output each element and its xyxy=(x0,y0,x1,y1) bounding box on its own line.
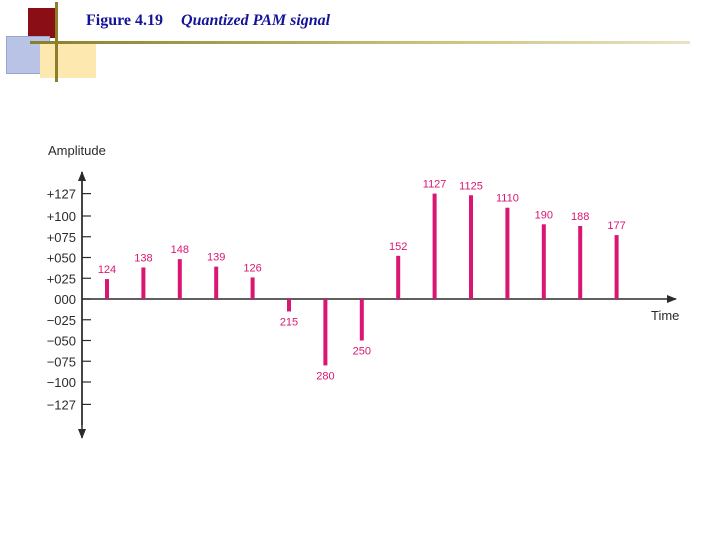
sample-stem xyxy=(250,277,255,299)
sample-stem xyxy=(578,225,583,299)
decor-yellow-square xyxy=(40,42,96,78)
y-ticks: +127 +100 +075 +050 +025 000 −025 −050 −075 −100 −… xyxy=(47,187,91,412)
sample-stem xyxy=(105,279,109,299)
x-axis-label: Time xyxy=(651,308,679,323)
sample-value-label: 124 xyxy=(98,264,116,276)
sample-value-label: 139 xyxy=(207,252,225,264)
sample-stem xyxy=(432,193,437,299)
sample-stem xyxy=(323,299,328,366)
decor-vertical-rule xyxy=(55,2,58,82)
y-tick-label: +050 xyxy=(47,251,76,266)
sample-stem xyxy=(396,255,401,299)
figure-caption: Quantized PAM signal xyxy=(181,12,331,29)
sample-stem xyxy=(505,207,510,299)
sample-stem xyxy=(141,267,146,299)
sample-stem xyxy=(214,266,219,299)
sample-labels: 124 138 148 139 126 215 280 250 152 1127 1125 1110 1… xyxy=(98,179,626,383)
sample-value-label: 250 xyxy=(353,346,371,358)
sample-value-label: 215 xyxy=(280,316,298,328)
sample-value-label: 126 xyxy=(243,262,261,274)
y-tick-label: 000 xyxy=(54,292,76,307)
y-tick-label: −050 xyxy=(47,334,76,349)
y-tick-label: −127 xyxy=(47,397,76,412)
sample-stem xyxy=(359,299,364,341)
y-tick-label: −075 xyxy=(47,354,76,369)
sample-stem xyxy=(287,299,291,312)
decor-horizontal-rule xyxy=(30,41,690,44)
y-tick-label: −100 xyxy=(47,375,76,390)
sample-value-label: 280 xyxy=(316,370,334,382)
sample-value-label: 1125 xyxy=(459,180,483,192)
sample-stem xyxy=(614,235,619,299)
slide-title: Figure 4.19 Quantized PAM signal xyxy=(86,12,330,30)
sample-value-label: 188 xyxy=(571,211,589,223)
sample-value-label: 190 xyxy=(535,209,553,221)
sample-stem xyxy=(469,195,473,299)
y-axis-label: Amplitude xyxy=(48,143,106,158)
sample-value-label: 1110 xyxy=(496,193,519,205)
y-tick-label: +100 xyxy=(47,209,76,224)
y-tick-label: +025 xyxy=(47,271,76,286)
y-tick-label: −025 xyxy=(47,313,76,328)
sample-stem xyxy=(541,224,546,299)
decor-red-square xyxy=(28,8,58,38)
y-tick-label: +075 xyxy=(47,230,76,245)
sample-value-label: 177 xyxy=(607,220,625,232)
sample-value-label: 1127 xyxy=(423,179,447,191)
sample-value-label: 138 xyxy=(134,252,152,264)
stems xyxy=(105,193,619,366)
sample-value-label: 148 xyxy=(171,244,189,256)
sample-stem xyxy=(177,259,182,299)
y-tick-label: +127 xyxy=(47,187,76,202)
sample-value-label: 152 xyxy=(389,241,407,253)
figure-label: Figure 4.19 xyxy=(86,12,164,29)
